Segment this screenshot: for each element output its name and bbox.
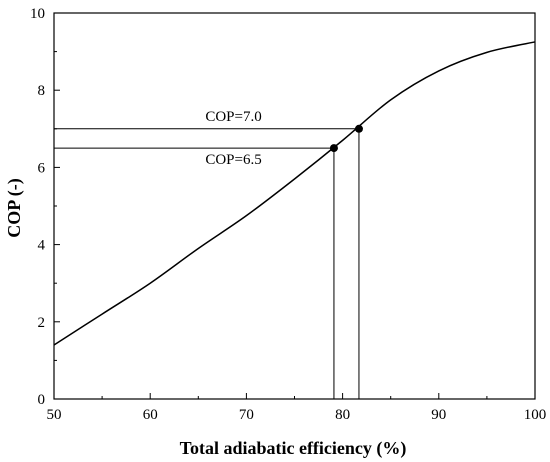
x-tick-label: 80 bbox=[335, 407, 350, 423]
y-tick-label: 2 bbox=[38, 315, 46, 331]
cop-curve bbox=[53, 41, 536, 346]
x-tick-label: 70 bbox=[239, 407, 254, 423]
y-tick-label: 10 bbox=[30, 6, 45, 22]
marker-point bbox=[329, 144, 338, 153]
y-tick-label: 4 bbox=[38, 238, 46, 254]
y-tick-label: 8 bbox=[38, 83, 46, 99]
y-tick-label: 6 bbox=[38, 160, 46, 176]
x-tick-label: 60 bbox=[143, 407, 158, 423]
y-tick-label: 0 bbox=[38, 392, 46, 408]
x-tick-label: 90 bbox=[431, 407, 446, 423]
plot-border bbox=[53, 12, 536, 400]
y-axis-title: COP (-) bbox=[4, 178, 25, 237]
axis-ticks bbox=[53, 12, 536, 400]
x-axis-title: Total adiabatic efficiency (%) bbox=[180, 438, 407, 459]
marker-label: COP=6.5 bbox=[205, 152, 261, 168]
x-tick-label: 50 bbox=[47, 407, 62, 423]
tick-labels: 50 60 70 80 90 100 0 2 4 6 8 10 bbox=[30, 6, 546, 423]
marker-point bbox=[354, 124, 363, 133]
reference-lines bbox=[54, 128, 360, 399]
marker-points: COP=6.5 COP=7.0 bbox=[205, 109, 363, 168]
series-curve bbox=[53, 41, 536, 346]
x-tick-label: 100 bbox=[524, 407, 547, 423]
marker-label: COP=7.0 bbox=[205, 109, 261, 125]
plot-frame bbox=[53, 12, 536, 400]
